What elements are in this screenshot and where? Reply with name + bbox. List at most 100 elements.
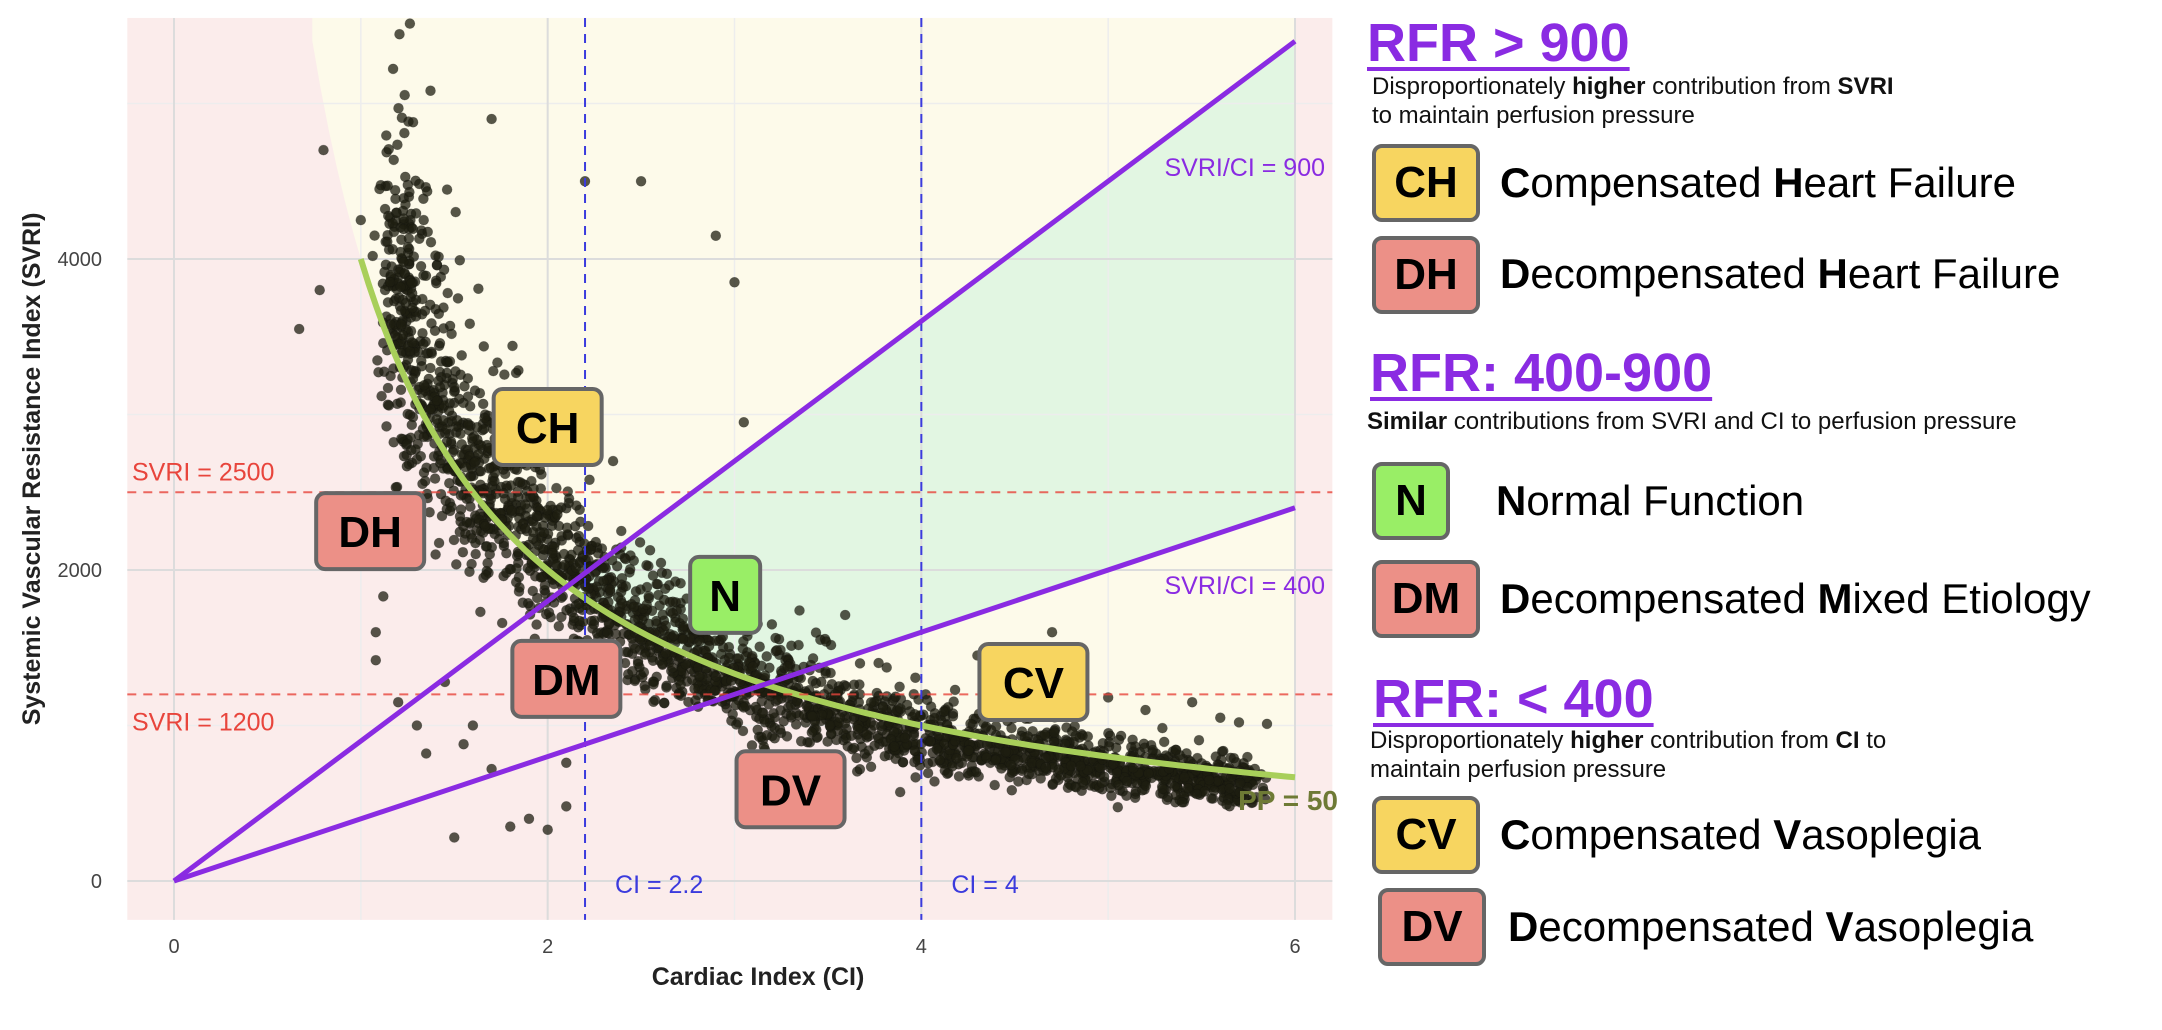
scatter-point <box>879 750 891 762</box>
scatter-point <box>575 516 586 528</box>
scatter-point <box>390 482 402 493</box>
scatter-point <box>1161 794 1173 806</box>
ratio-line <box>172 39 1297 884</box>
scatter-point <box>639 649 651 660</box>
legend-badge-ch: CH <box>1372 144 1480 222</box>
region-label-dv: DV <box>734 749 847 830</box>
scatter-point <box>625 550 636 561</box>
scatter-point <box>552 509 563 520</box>
scatter-point <box>657 609 669 621</box>
legend-label-dh: Decompensated Heart Failure <box>1500 250 2061 297</box>
scatter-point <box>710 230 722 241</box>
scatter-point <box>1233 717 1245 728</box>
scatter-point <box>504 821 516 832</box>
scatter-point <box>385 370 396 382</box>
scatter-point <box>865 697 877 708</box>
scatter-point <box>861 729 873 740</box>
scatter-point <box>377 591 389 602</box>
scatter-point <box>434 381 446 393</box>
scatter-point <box>433 537 445 549</box>
scatter-point <box>1182 782 1194 794</box>
section-desc-high: Disproportionately higher contribution f… <box>1372 73 1894 129</box>
x-tick-label: 2 <box>542 936 553 958</box>
scatter-point <box>461 516 473 528</box>
scatter-point <box>629 643 641 654</box>
section-desc-mid: Similar contributions from SVRI and CI t… <box>1367 408 2017 435</box>
scatter-point <box>551 482 562 494</box>
scatter-point <box>951 753 963 764</box>
y-axis-label: Systemic Vascular Resistance Index (SVRI… <box>18 213 46 726</box>
scatter-point <box>479 412 490 424</box>
scatter-point <box>661 682 672 693</box>
scatter-point <box>641 599 653 611</box>
scatter-point <box>558 548 570 560</box>
scatter-point <box>1203 774 1215 786</box>
scatter-point <box>367 250 379 262</box>
scatter-point <box>651 578 662 590</box>
region-label-box <box>491 386 604 467</box>
legend-badge-dv: DV <box>1378 888 1486 966</box>
scatter-point <box>514 582 525 593</box>
scatter-point <box>726 715 737 727</box>
scatter-point <box>624 563 636 575</box>
scatter-point <box>522 597 534 609</box>
scatter-point <box>395 397 407 408</box>
legend-label-ch: Compensated Heart Failure <box>1500 159 2016 206</box>
scatter-point <box>851 752 862 764</box>
scatter-point <box>638 666 650 678</box>
scatter-point <box>980 721 992 732</box>
scatter-point <box>444 356 456 367</box>
scatter-point <box>1039 729 1051 741</box>
region-label-text: CV <box>1003 659 1065 708</box>
scatter-point <box>479 520 491 532</box>
scatter-point <box>938 706 950 717</box>
scatter-point <box>1158 736 1170 748</box>
scatter-point <box>433 308 445 320</box>
scatter-point <box>895 703 906 714</box>
scatter-point <box>478 341 490 352</box>
scatter-point <box>561 522 573 534</box>
scatter-point <box>910 772 921 783</box>
scatter-point <box>466 432 478 444</box>
region-label-dm: DM <box>510 638 623 719</box>
scatter-point <box>396 234 407 245</box>
scatter-point <box>397 256 409 268</box>
scatter-point <box>417 293 428 305</box>
scatter-point <box>436 510 448 522</box>
hline-label: SVRI = 2500 <box>132 458 274 486</box>
scatter-point <box>475 606 486 618</box>
scatter-point <box>469 385 481 396</box>
scatter-point <box>429 473 441 484</box>
scatter-point <box>794 605 805 616</box>
scatter-point <box>848 679 860 691</box>
curve-label: PP = 50 <box>1238 785 1338 816</box>
scatter-point <box>401 460 413 472</box>
scatter-point <box>1005 759 1017 771</box>
scatter-point <box>448 534 460 546</box>
scatter-point <box>541 504 553 516</box>
scatter-point <box>471 421 483 433</box>
scatter-point <box>694 635 706 647</box>
scatter-point <box>411 720 423 731</box>
scatter-point <box>400 199 411 210</box>
scatter-point <box>393 102 404 114</box>
scatter-point <box>458 738 469 750</box>
scatter-point <box>382 297 394 308</box>
scatter-point <box>480 569 492 581</box>
scatter-point <box>963 745 975 756</box>
scatter-point <box>693 670 705 682</box>
scatter-point <box>1040 762 1051 773</box>
region-label-box <box>688 554 763 635</box>
scatter-point <box>477 398 489 410</box>
scatter-point <box>752 724 764 736</box>
scatter-point <box>1105 782 1116 794</box>
scatter-point <box>709 685 720 697</box>
scatter-point <box>413 178 425 190</box>
legend-badge-n: N <box>1372 462 1450 540</box>
scatter-point <box>589 615 600 626</box>
scatter-point <box>723 641 735 653</box>
scatter-point <box>399 171 411 183</box>
region-label-box <box>314 491 427 572</box>
scatter-point <box>1176 796 1188 808</box>
scatter-point <box>531 619 542 630</box>
